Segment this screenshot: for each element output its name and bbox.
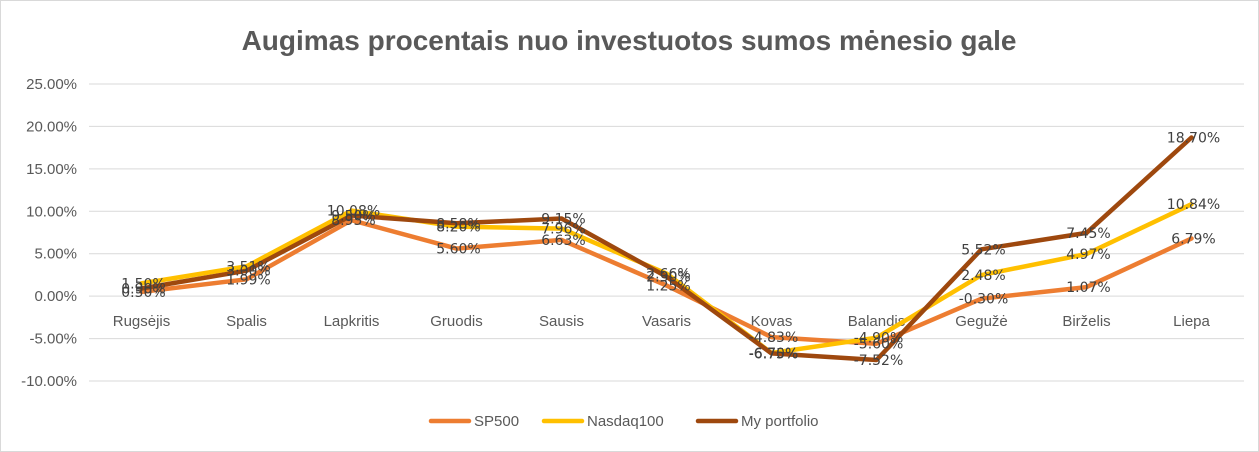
data-label: 3.00% — [226, 264, 270, 280]
data-label: 4.97% — [1066, 247, 1110, 263]
y-tick-label: -5.00% — [29, 331, 77, 348]
series-lines — [139, 135, 1194, 363]
data-labels: 0.50% 1.99% 8.95% 5.60% 6.63% 1.25% -4.83% -5.6… — [121, 130, 1220, 368]
data-label: -0.30% — [959, 292, 1009, 308]
x-tick-label: Balandis — [848, 313, 906, 330]
x-tick-label: Rugsėjis — [113, 313, 171, 330]
y-tick-label: 20.00% — [26, 118, 77, 135]
x-tick-label: Birželis — [1062, 313, 1110, 330]
data-label: 9.15% — [541, 211, 585, 227]
data-label: 10.84% — [1167, 197, 1220, 213]
x-tick-label: Sausis — [539, 313, 584, 330]
data-label: 8.95% — [331, 213, 375, 229]
data-label: 1.07% — [1066, 280, 1110, 296]
data-label: 18.70% — [1167, 130, 1220, 146]
data-label: 1.99% — [226, 272, 270, 288]
data-label: 8.58% — [436, 216, 480, 232]
series-line-0 — [139, 217, 1194, 346]
data-label: -6.70% — [749, 346, 799, 362]
data-label: -5.60% — [854, 337, 904, 353]
data-label: -4.90% — [854, 331, 904, 347]
y-tick-label: 0.00% — [34, 288, 77, 305]
data-label: 2.48% — [961, 268, 1005, 284]
x-tick-label: Vasaris — [642, 313, 691, 330]
x-tick-label: Gegužė — [955, 313, 1008, 330]
data-label: 3.51% — [226, 259, 270, 275]
legend: SP500 Nasdaq100 My portfolio — [428, 413, 819, 430]
x-tick-label: Liepa — [1173, 313, 1210, 330]
y-tick-label: 5.00% — [34, 246, 77, 263]
data-label: 1.25% — [646, 279, 690, 295]
x-tick-label: Gruodis — [430, 313, 483, 330]
data-label: -6.75% — [749, 346, 799, 362]
data-label: 0.90% — [121, 282, 165, 298]
y-tick-label: 15.00% — [26, 161, 77, 178]
series-line-1 — [139, 201, 1194, 356]
series-line-2 — [139, 135, 1194, 363]
data-label: 7.45% — [1066, 226, 1110, 242]
data-label: 6.63% — [541, 233, 585, 249]
y-tick-label: 25.00% — [26, 76, 77, 93]
data-label: 5.52% — [961, 242, 1005, 258]
data-label: 0.50% — [121, 285, 165, 301]
x-tick-label: Spalis — [226, 313, 267, 330]
legend-entry: SP500 — [474, 413, 519, 430]
data-label: -7.52% — [854, 353, 904, 369]
x-axis-ticks: Rugsėjis Spalis Lapkritis Gruodis Sausis Vasa… — [113, 313, 1211, 330]
data-label: 2.30% — [646, 270, 690, 286]
y-axis-ticks: 25.00% 20.00% 15.00% 10.00% 5.00% 0.00% -5.00%… — [21, 76, 77, 390]
data-label: 6.79% — [1171, 232, 1215, 248]
data-label: 2.66% — [646, 267, 690, 283]
x-tick-label: Kovas — [751, 313, 793, 330]
y-tick-label: 10.00% — [26, 203, 77, 220]
data-label: 9.50% — [331, 209, 375, 225]
data-label: 1.50% — [121, 276, 165, 292]
data-label: 7.96% — [541, 222, 585, 238]
data-label: 5.60% — [436, 242, 480, 258]
y-tick-label: -10.00% — [21, 373, 77, 390]
data-label: 8.20% — [436, 220, 480, 236]
legend-entry: My portfolio — [741, 413, 819, 430]
x-tick-label: Lapkritis — [324, 313, 380, 330]
legend-entry: Nasdaq100 — [587, 413, 664, 430]
data-label: -4.83% — [749, 330, 799, 346]
data-label: 10.08% — [327, 204, 380, 220]
chart-title: Augimas procentais nuo investuotos sumos… — [242, 25, 1017, 56]
